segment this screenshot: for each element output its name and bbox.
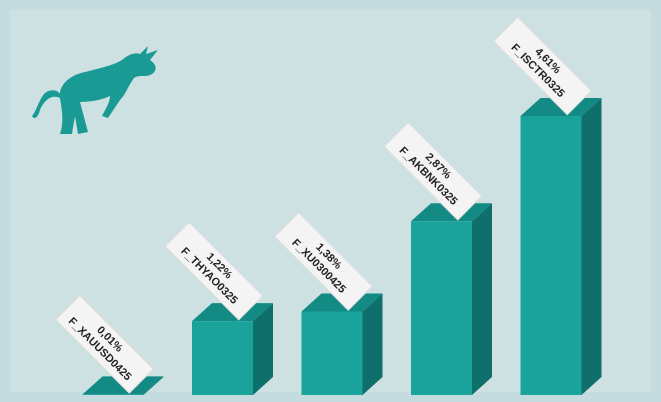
bar-front	[520, 116, 582, 395]
label-box	[274, 211, 373, 311]
label-box	[164, 221, 264, 321]
label-box	[383, 121, 483, 221]
bar	[411, 203, 492, 395]
bar-front	[192, 321, 253, 395]
bar-side	[472, 203, 492, 395]
label-box	[493, 16, 592, 116]
bar-side	[362, 293, 383, 395]
bull-icon	[32, 46, 158, 134]
label-box	[55, 294, 154, 394]
bar-side	[253, 303, 273, 395]
bar-front	[301, 311, 363, 395]
bar-front	[82, 394, 144, 395]
bar	[520, 98, 602, 395]
bar-side	[581, 98, 602, 395]
bar-side	[143, 376, 164, 395]
bar	[192, 303, 273, 395]
bar	[301, 293, 383, 395]
bar-front	[411, 221, 472, 395]
